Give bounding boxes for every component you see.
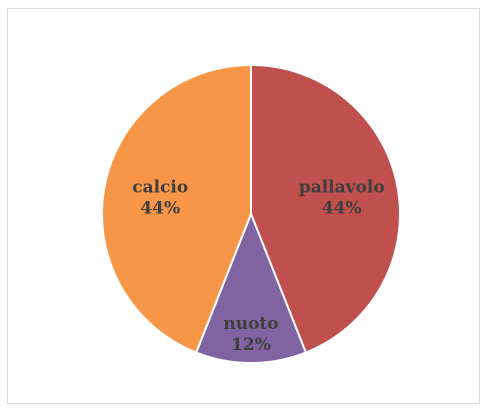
slice-percent-label: 44% [140, 199, 180, 219]
slice-category-label: pallavolo [299, 178, 385, 198]
pie-slice-pallavolo [250, 63, 401, 354]
slice-percent-label: 12% [231, 335, 271, 355]
pie-slices [101, 63, 401, 364]
pie-slice-calcio [101, 63, 252, 354]
slice-percent-label: 44% [322, 199, 362, 219]
slice-category-label: calcio [132, 178, 188, 198]
pie-slice-nuoto [194, 211, 308, 364]
slice-category-label: nuoto [223, 314, 278, 334]
